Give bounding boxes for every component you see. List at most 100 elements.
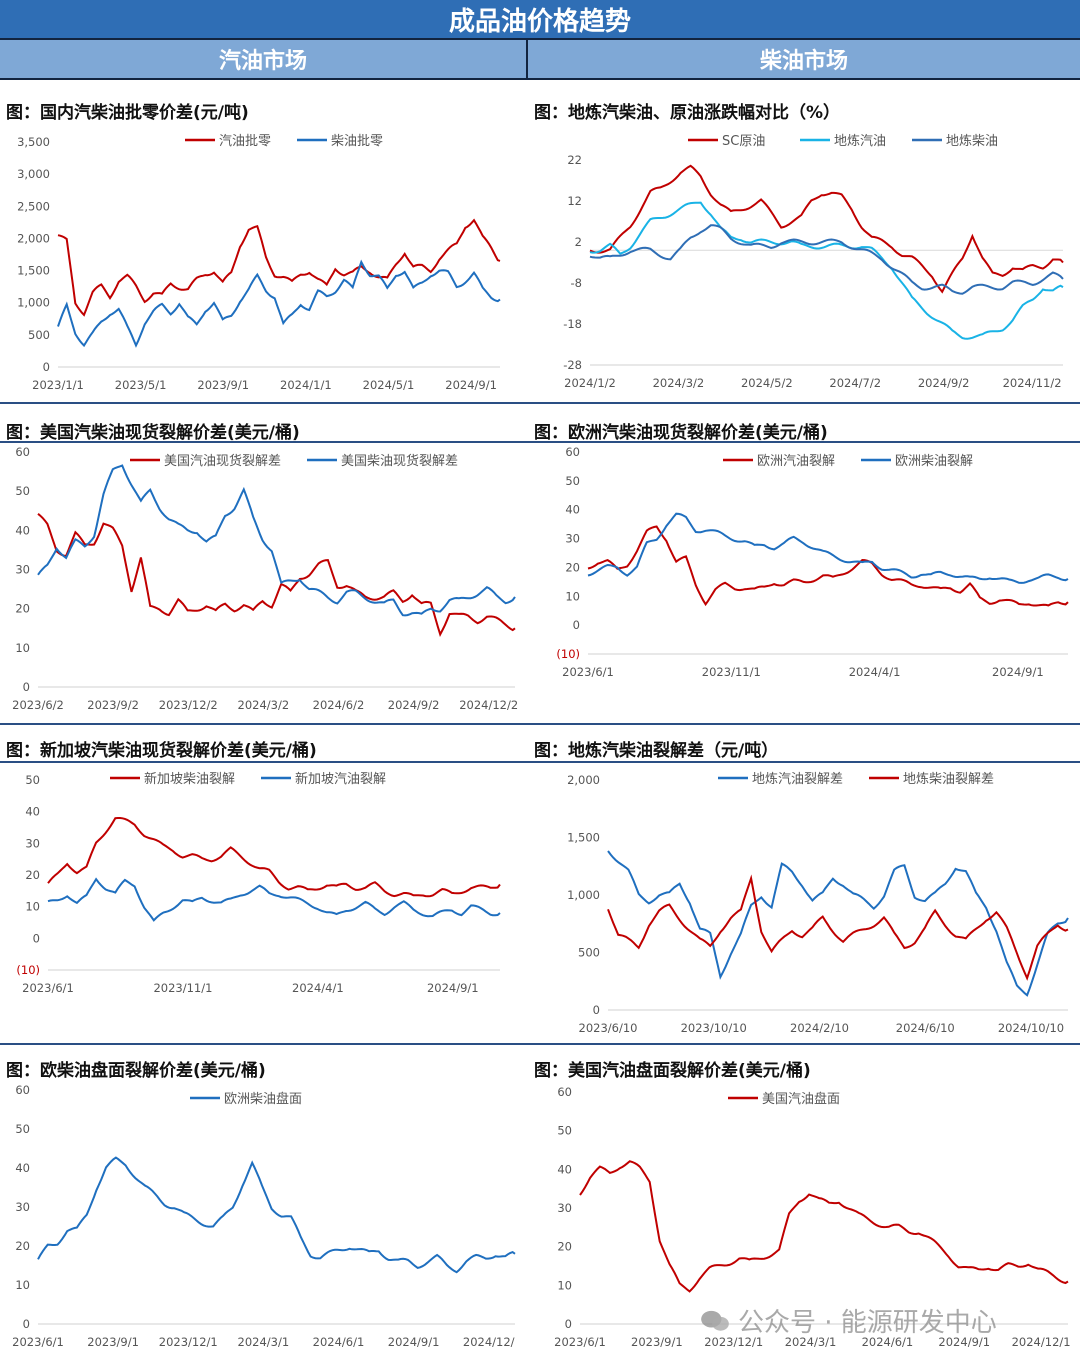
singapore-spot-crack-chart: 50 40 30 20 10 0 (10) 2023/6/1 2023/11/1 2024/4/1… bbox=[16, 771, 501, 995]
legend-label: 地炼柴油 bbox=[946, 134, 998, 149]
y-tick-label: 60 bbox=[15, 445, 30, 459]
y-tick-label: 0 bbox=[23, 680, 30, 694]
x-tick-label: 2024/9/2 bbox=[388, 698, 440, 712]
y-tick-label: 40 bbox=[557, 1162, 572, 1176]
x-tick-label: 2023/9/1 bbox=[197, 378, 249, 392]
y-tick-label: 500 bbox=[578, 946, 600, 960]
y-tick-label: 50 bbox=[25, 773, 40, 787]
chart-title: 图：地炼汽柴油裂解差（元/吨） bbox=[534, 741, 779, 761]
legend-label: 新加坡柴油裂解 bbox=[144, 771, 235, 787]
series-line bbox=[57, 218, 501, 317]
y-tick-label: 30 bbox=[15, 563, 30, 577]
y-tick-label: 10 bbox=[565, 589, 580, 603]
y-tick-label: 500 bbox=[28, 328, 50, 342]
x-tick-label: 2023/6/1 bbox=[12, 1335, 64, 1349]
y-tick-label: 40 bbox=[15, 1161, 30, 1175]
chart-panel: 图：欧柴油盘面裂解价差(美元/桶) 60 50 40 30 20 10 0 2023/6/1 2… bbox=[0, 1056, 528, 1361]
y-tick-label: 1,000 bbox=[567, 888, 600, 902]
x-tick-label: 2024/3/2 bbox=[238, 698, 290, 712]
row-divider bbox=[0, 761, 1080, 763]
x-tick-label: 2024/3/2 bbox=[653, 376, 705, 390]
chart-panel: 图：美国汽油盘面裂解价差(美元/桶) 60 50 40 30 20 10 0 2023/6/1… bbox=[528, 1056, 1080, 1361]
x-tick-label: 2024/6/1 bbox=[862, 1335, 914, 1349]
series-line bbox=[57, 259, 501, 348]
legend-label: 柴油批零 bbox=[331, 134, 383, 149]
y-tick-label: 0 bbox=[23, 1317, 30, 1331]
x-tick-label: 2023/6/1 bbox=[554, 1335, 606, 1349]
y-tick-label: 30 bbox=[565, 532, 580, 546]
y-tick-label: 10 bbox=[15, 641, 30, 655]
legend-label: 地炼汽油 bbox=[834, 134, 886, 149]
x-tick-label: 2023/10/10 bbox=[681, 1021, 747, 1035]
row-divider bbox=[0, 1043, 1080, 1045]
legend-label: 欧洲柴油盘面 bbox=[224, 1091, 302, 1107]
watermark-text: 公众号 · 能源研发中心 bbox=[738, 1308, 997, 1338]
y-tick-label: 50 bbox=[15, 484, 30, 498]
y-tick-label: 0 bbox=[573, 618, 580, 632]
legend-label: 地炼汽油裂解差 bbox=[752, 772, 843, 787]
y-tick-label: 60 bbox=[557, 1085, 572, 1099]
x-tick-label: 2024/6/10 bbox=[896, 1021, 955, 1035]
y-tick-label: 22 bbox=[567, 153, 582, 167]
x-tick-label: 2024/1/2 bbox=[564, 376, 616, 390]
us-gasoline-futures-crack-chart: 60 50 40 30 20 10 0 2023/6/1 2023/9/1 2023/12/1 20… bbox=[554, 1085, 1071, 1349]
y-tick-label: -18 bbox=[563, 317, 582, 331]
legend-label: 新加坡汽油裂解 bbox=[295, 771, 386, 787]
x-tick-label: 2024/12/ bbox=[463, 1335, 515, 1349]
legend-label: 美国汽油现货裂解差 bbox=[164, 453, 281, 469]
europe-spot-crack-chart: 60 50 40 30 20 10 0 (10) 2023/6/1 2023/11/1 2024/4… bbox=[556, 445, 1069, 679]
x-tick-label: 2023/6/1 bbox=[22, 981, 74, 995]
chart-title: 图：欧柴油盘面裂解价差(美元/桶) bbox=[6, 1061, 266, 1081]
diesel-market-header: 柴油市场 bbox=[528, 40, 1080, 80]
x-tick-label: 2024/5/2 bbox=[741, 376, 793, 390]
x-tick-label: 2024/9/1 bbox=[388, 1335, 440, 1349]
y-tick-label: -8 bbox=[571, 276, 582, 290]
chart-panel: 图：地炼汽柴油、原油涨跌幅对比（%） 22 12 2 -8 -18 -28 2024/1/2… bbox=[528, 98, 1080, 398]
y-tick-label: -28 bbox=[563, 358, 582, 372]
y-tick-label: 2,000 bbox=[567, 773, 600, 787]
x-tick-label: 2024/3/1 bbox=[785, 1335, 837, 1349]
series-line bbox=[37, 1156, 516, 1274]
x-tick-label: 2024/9/1 bbox=[427, 981, 479, 995]
y-tick-label: 3,500 bbox=[17, 135, 50, 149]
series-line bbox=[47, 877, 501, 922]
x-tick-label: 2023/12/1 bbox=[159, 1335, 218, 1349]
y-tick-label: 2,500 bbox=[17, 199, 50, 213]
us-spot-crack-chart: 60 50 40 30 20 10 0 2023/6/2 2023/9/2 2023/12/2 20… bbox=[12, 445, 518, 712]
y-tick-label: 50 bbox=[557, 1124, 572, 1138]
y-tick-label: 0 bbox=[593, 1003, 600, 1017]
chart-title: 图：美国汽油盘面裂解价差(美元/桶) bbox=[534, 1061, 811, 1081]
x-tick-label: 2023/9/1 bbox=[631, 1335, 683, 1349]
y-tick-label: 0 bbox=[565, 1317, 572, 1331]
x-tick-label: 2023/9/2 bbox=[87, 698, 139, 712]
y-tick-label: 60 bbox=[565, 445, 580, 459]
y-tick-label: 20 bbox=[25, 868, 40, 882]
x-tick-label: 2023/11/1 bbox=[702, 665, 761, 679]
y-tick-label: (10) bbox=[556, 647, 580, 661]
y-tick-label: 3,000 bbox=[17, 167, 50, 181]
chart-panel: 图：新加坡汽柴油现货裂解价差(美元/桶) 50 40 30 20 10 0 (10) 2023… bbox=[0, 736, 528, 1036]
chart-panel: 图：美国汽柴油现货裂解价差(美元/桶) 60 50 40 30 20 10 0 2023/6/… bbox=[0, 418, 528, 718]
y-tick-label: 30 bbox=[557, 1201, 572, 1215]
x-tick-label: 2024/12/1 bbox=[1012, 1335, 1071, 1349]
y-tick-label: 30 bbox=[25, 836, 40, 850]
chart-panel: 图：国内汽柴油批零价差(元/吨) 3,500 3,000 2,500 2,000 1,5… bbox=[0, 98, 528, 398]
y-tick-label: 1,500 bbox=[17, 264, 50, 278]
series-line bbox=[37, 464, 516, 617]
y-tick-label: 20 bbox=[15, 1239, 30, 1253]
y-tick-label: 0 bbox=[43, 360, 50, 374]
x-tick-label: 2024/1/1 bbox=[280, 378, 332, 392]
legend-label: SC原油 bbox=[722, 134, 765, 149]
y-tick-label: 2,000 bbox=[17, 231, 50, 245]
y-tick-label: 10 bbox=[15, 1278, 30, 1292]
wechat-icon bbox=[701, 1310, 729, 1331]
legend-label: 欧洲柴油裂解 bbox=[895, 454, 973, 469]
page-title: 成品油价格趋势 bbox=[0, 0, 1080, 40]
y-tick-label: 0 bbox=[33, 931, 40, 945]
series-line bbox=[589, 201, 1064, 340]
x-tick-label: 2023/6/10 bbox=[579, 1021, 638, 1035]
x-tick-label: 2024/3/1 bbox=[238, 1335, 290, 1349]
chart-title: 图：美国汽柴油现货裂解价差(美元/桶) bbox=[6, 423, 300, 443]
series-line bbox=[589, 224, 1064, 295]
x-tick-label: 2024/11/2 bbox=[1003, 376, 1062, 390]
